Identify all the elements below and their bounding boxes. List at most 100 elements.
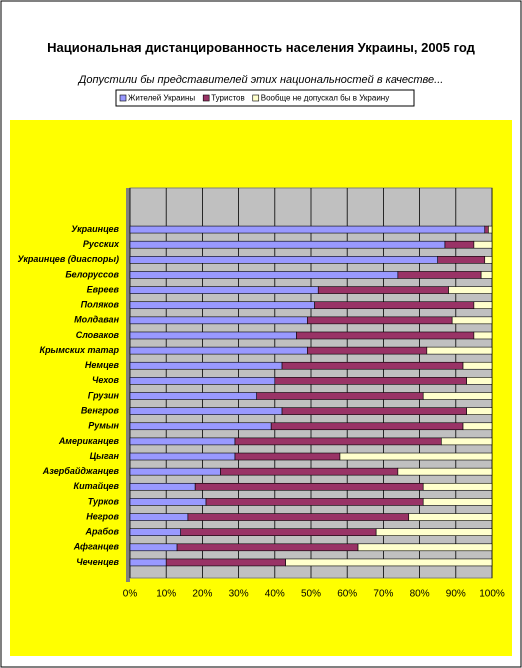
y-tick-label: Грузин	[88, 390, 120, 400]
bar-segment	[176, 543, 359, 552]
bar-segment	[422, 392, 493, 400]
bar-segment	[129, 225, 486, 234]
bar-segment	[205, 498, 424, 506]
bar-segment	[484, 225, 489, 234]
y-tick-label: Украинцев (диаспоры)	[17, 254, 119, 264]
bar-segment	[129, 331, 297, 340]
y-tick-label: Турков	[88, 496, 120, 506]
bar-segment	[129, 392, 257, 400]
bar-segment	[397, 271, 482, 279]
y-tick-label: Крымских татар	[40, 345, 120, 355]
legend-label: Жителей Украины	[128, 94, 195, 103]
x-tick-label: 40%	[265, 589, 285, 600]
bar-segment	[307, 346, 428, 355]
bar-segment	[129, 256, 439, 264]
x-tick-label: 50%	[301, 589, 321, 600]
chart-title: Национальная дистанцированность населени…	[47, 40, 475, 55]
y-tick-label: Евреев	[87, 284, 120, 294]
bar-segment	[129, 271, 399, 279]
bar-segment	[129, 286, 319, 294]
bar-segment	[187, 513, 410, 521]
bar-segment	[180, 528, 377, 536]
x-tick-label: 60%	[337, 589, 357, 600]
axis-wall	[126, 188, 130, 582]
bar-segment	[285, 558, 493, 567]
x-tick-label: 80%	[410, 589, 430, 600]
bar-segment	[129, 543, 178, 552]
x-tick-label: 100%	[479, 589, 505, 600]
bar-segment	[314, 301, 475, 310]
bar-segment	[129, 482, 196, 491]
bar-segment	[129, 437, 236, 446]
bar-segment	[281, 407, 467, 415]
y-tick-label: Немцев	[85, 360, 120, 370]
bar-segment	[484, 256, 493, 264]
bar-segment	[234, 452, 341, 461]
bar-segment	[441, 437, 493, 446]
legend-swatch	[252, 94, 260, 102]
bar-segment	[480, 271, 493, 279]
bar-segment	[256, 392, 424, 400]
y-tick-label: Молдаван	[74, 315, 119, 325]
bar-segment	[129, 407, 283, 415]
x-tick-label: 0%	[123, 589, 138, 600]
bar-segment	[466, 377, 493, 385]
bar-segment	[422, 482, 493, 491]
bar-segment	[488, 225, 493, 234]
bar-segment	[129, 558, 167, 567]
bar-segment	[473, 301, 493, 310]
y-tick-label: Русских	[83, 239, 120, 249]
bar-segment	[451, 316, 493, 325]
bar-segment	[129, 377, 276, 385]
x-tick-label: 10%	[156, 589, 176, 600]
bar-segment	[129, 301, 315, 310]
y-tick-label: Цыган	[90, 451, 120, 461]
bar-segment	[444, 240, 475, 249]
bar-segment	[422, 498, 493, 506]
y-tick-label: Чеченцев	[76, 557, 119, 567]
bar-segment	[129, 513, 189, 521]
bar-segment	[129, 240, 446, 249]
bar-segment	[129, 498, 207, 506]
bar-segment	[129, 346, 308, 355]
legend-label: Вообще не допускал бы в Украину	[261, 94, 389, 103]
bar-segment	[129, 361, 283, 370]
bar-segment	[165, 558, 286, 567]
y-tick-label: Негров	[86, 511, 119, 521]
legend-swatch	[119, 94, 127, 102]
x-tick-label: 70%	[373, 589, 393, 600]
bar-segment	[274, 377, 467, 385]
bar-segment	[466, 407, 493, 415]
legend-label: Туристов	[211, 94, 245, 103]
y-tick-label: Американцев	[58, 436, 120, 446]
y-tick-label: Арабов	[84, 527, 119, 537]
y-tick-label: Чехов	[92, 375, 120, 385]
legend-box	[115, 89, 415, 107]
y-tick-label: Словаков	[76, 330, 120, 340]
y-tick-label: Украинцев	[71, 224, 119, 234]
bar-segment	[129, 467, 221, 476]
y-tick-label: Белоруссов	[65, 269, 119, 279]
bar-segment	[426, 346, 493, 355]
bar-segment	[462, 422, 493, 431]
bar-segment	[129, 452, 236, 461]
bar-segment	[339, 452, 493, 461]
bar-segment	[234, 437, 442, 446]
x-tick-label: 20%	[192, 589, 212, 600]
bar-segment	[357, 543, 493, 552]
y-tick-label: Поляков	[81, 300, 120, 310]
bar-segment	[448, 286, 493, 294]
legend-swatch	[202, 94, 210, 102]
y-tick-label: Китайцев	[74, 481, 120, 491]
bar-segment	[220, 467, 399, 476]
bar-segment	[437, 256, 486, 264]
bar-segment	[408, 513, 493, 521]
bar-segment	[129, 528, 181, 536]
bar-segment	[462, 361, 493, 370]
x-tick-label: 30%	[229, 589, 249, 600]
bar-segment	[270, 422, 464, 431]
bar-segment	[473, 331, 493, 340]
bar-segment	[375, 528, 493, 536]
